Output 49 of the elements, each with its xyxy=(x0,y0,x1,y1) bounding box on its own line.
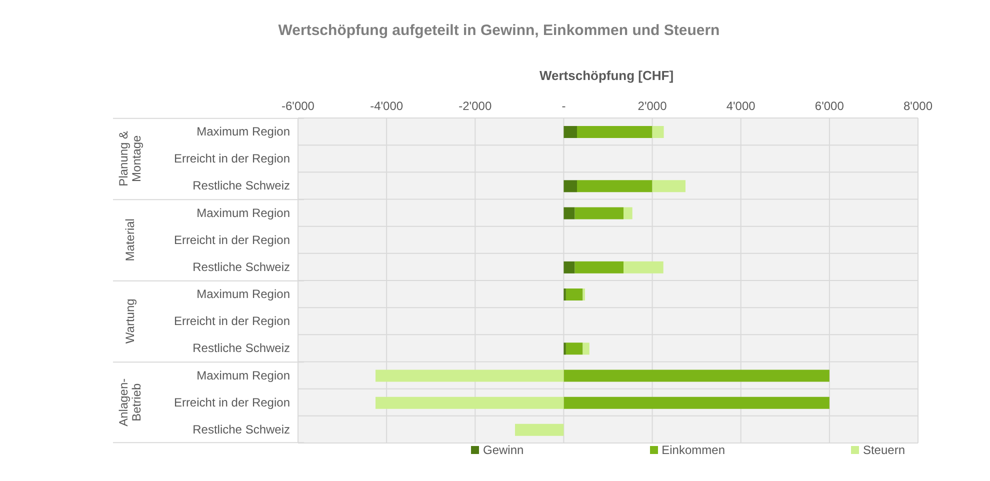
y-tick-label: Maximum Region xyxy=(196,368,290,382)
x-tick-label: 2'000 xyxy=(638,99,668,113)
legend-label: Einkommen xyxy=(660,443,725,457)
y-tick-label: Restliche Schweiz xyxy=(192,422,290,436)
x-tick-label: 8'000 xyxy=(904,99,933,113)
bar xyxy=(574,207,624,220)
y-tick-label: Erreicht in der Region xyxy=(174,152,290,166)
x-tick-label: 6'000 xyxy=(814,99,844,113)
y-tick-label: Erreicht in der Region xyxy=(174,314,290,328)
bar xyxy=(624,261,664,274)
bar xyxy=(376,370,564,382)
text: Wartung xyxy=(123,298,137,344)
bar xyxy=(624,207,632,220)
bar xyxy=(564,370,830,382)
bar xyxy=(564,207,575,220)
text: Anlagen-Betrieb xyxy=(116,378,144,426)
bar xyxy=(577,126,652,138)
x-tick-label: -2'000 xyxy=(458,99,492,113)
bar xyxy=(376,396,564,409)
x-tick-label: 4'000 xyxy=(726,99,756,113)
bar xyxy=(564,180,577,192)
text: Planung & Montage xyxy=(116,130,144,186)
legend-label: Gewinn xyxy=(482,443,524,457)
x-axis-title: Wertschöpfung [CHF] xyxy=(538,68,675,83)
y-tick-label: Erreicht in der Region xyxy=(174,232,290,247)
x-tick-label: -6'000 xyxy=(282,99,315,113)
bar xyxy=(564,126,577,138)
y-tick-label: Restliche Schweiz xyxy=(192,178,290,193)
y-tick-label: Erreicht in der Region xyxy=(174,395,290,410)
bar xyxy=(566,342,583,355)
y-tick-label: Maximum Region xyxy=(196,206,290,220)
y-tick-label: Restliche Schweiz xyxy=(192,341,290,356)
chart-title: Wertschöpfung aufgeteilt in Gewinn, Einkommen und Steuern xyxy=(277,22,721,39)
legend-label: Steuern xyxy=(862,443,905,457)
bar xyxy=(564,261,575,274)
text: Material xyxy=(123,218,137,262)
x-tick-label: - xyxy=(562,99,566,113)
bar xyxy=(652,126,664,138)
bar xyxy=(577,180,652,192)
bar xyxy=(566,288,583,300)
y-tick-label: Maximum Region xyxy=(196,124,290,139)
y-tick-label: Restliche Schweiz xyxy=(192,260,290,274)
x-tick-label: -4'000 xyxy=(370,99,404,113)
y-tick-label: Maximum Region xyxy=(196,287,290,302)
bar xyxy=(515,424,564,436)
bar xyxy=(564,396,830,409)
bar xyxy=(574,261,624,274)
bar xyxy=(652,180,686,192)
bar xyxy=(582,342,590,355)
